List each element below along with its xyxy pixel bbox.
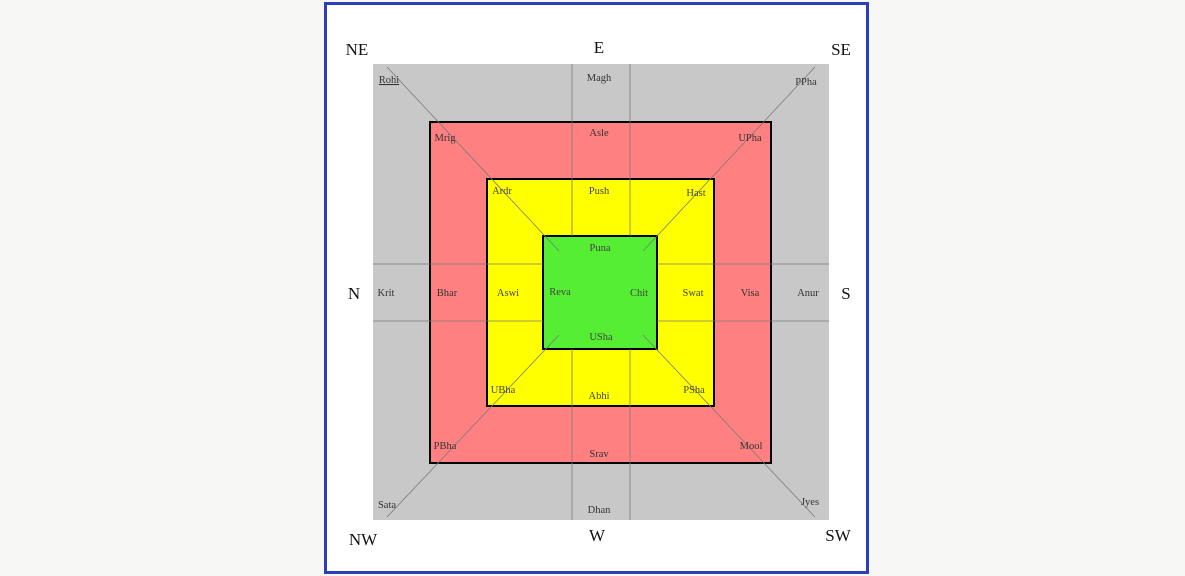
direction-label-w: W [589, 526, 606, 545]
nakshatra-label-ubha: UBha [491, 385, 516, 396]
direction-label-sw: SW [825, 526, 851, 545]
diagonal-line [386, 66, 560, 252]
nakshatra-label-srav: Srav [589, 449, 609, 460]
nakshatra-label-reva: Reva [549, 287, 571, 298]
nakshatra-label-chit: Chit [630, 288, 648, 299]
center-square [542, 235, 658, 350]
diagram-frame: NE E SE N S NW W SW Rohi Magh PPha Krit … [324, 2, 869, 574]
nakshatra-label-rohi: Rohi [379, 75, 400, 86]
direction-label-nw: NW [349, 530, 378, 549]
nakshatra-label-swat: Swat [683, 288, 704, 299]
nakshatra-label-psha: PSha [683, 385, 705, 396]
nakshatra-label-magh: Magh [587, 73, 612, 84]
nakshatra-label-upha: UPha [738, 133, 762, 144]
direction-label-se: SE [831, 40, 851, 59]
nakshatra-label-mrig: Mrig [435, 133, 457, 144]
nakshatra-label-visa: Visa [741, 288, 760, 299]
direction-label-ne: NE [346, 40, 369, 59]
nakshatra-label-pbha: PBha [434, 441, 457, 452]
nakshatra-label-ppha: PPha [795, 77, 817, 88]
nakshatra-label-mool: Mool [740, 441, 763, 452]
nakshatra-label-push: Push [589, 186, 610, 197]
grid-lines [373, 64, 829, 520]
nakshatra-label-sata: Sata [378, 500, 396, 511]
nakshatra-label-hast: Hast [686, 188, 705, 199]
diagonal-lines [386, 66, 816, 518]
nakshatra-label-ardr: Ardr [492, 186, 512, 197]
diagonal-line [386, 334, 560, 518]
direction-label-e: E [594, 38, 604, 57]
nakshatra-label-jyes: Jyes [801, 497, 819, 508]
direction-label-n: N [348, 284, 360, 303]
nakshatra-label-abhi: Abhi [589, 391, 610, 402]
nakshatra-label-asle: Asle [589, 128, 609, 139]
diagonal-line [642, 334, 816, 518]
nakshatra-label-puna: Puna [590, 243, 611, 254]
direction-label-s: S [841, 284, 850, 303]
nakshatra-label-usha: USha [589, 332, 613, 343]
nakshatra-label-aswi: Aswi [497, 288, 519, 299]
nakshatra-label-anur: Anur [797, 288, 819, 299]
nakshatra-label-bhar: Bhar [437, 288, 458, 299]
diagonal-line [642, 66, 816, 252]
nakshatra-square-diagram: NE E SE N S NW W SW Rohi Magh PPha Krit … [346, 38, 852, 549]
nakshatra-label-krit: Krit [378, 288, 395, 299]
nakshatra-label-dhan: Dhan [588, 505, 611, 516]
